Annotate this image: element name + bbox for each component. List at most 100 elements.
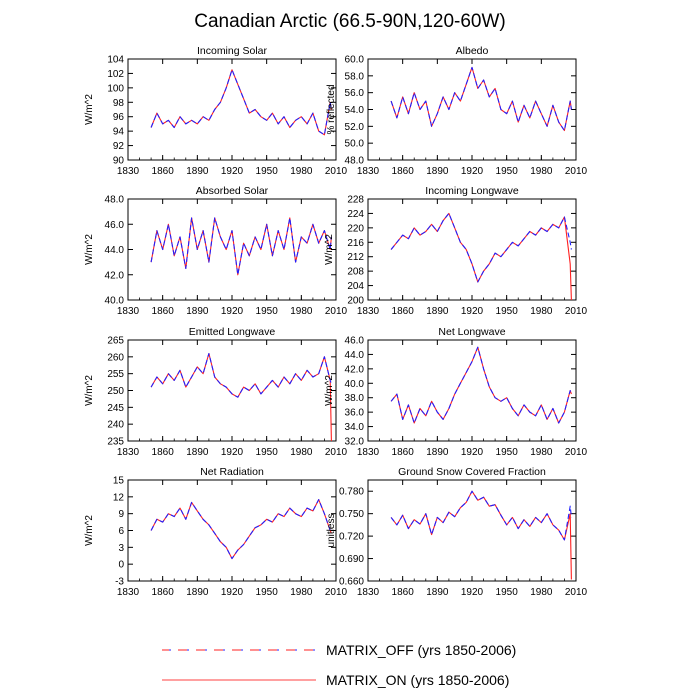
y-tick-label-5: 58.0 — [345, 71, 365, 82]
y-tick-label-3: 96 — [113, 112, 125, 123]
x-tick-label-1890: 1890 — [186, 166, 209, 177]
panel-title-net-radiation: Net Radiation — [200, 466, 264, 478]
series-line-matrix-off-yrs-1850-2006-net-longwave — [390, 346, 572, 424]
x-tick-label-1830: 1830 — [117, 587, 140, 598]
y-tick-label-5: 42.0 — [345, 364, 365, 375]
x-tick-label-1980: 1980 — [290, 587, 313, 598]
panel-net-radiation: Net Radiation 1830 1860 1890 1920 1950 1980 201… — [84, 466, 348, 598]
figure-title: Canadian Arctic (66.5-90N,120-60W) — [194, 11, 506, 32]
y-tick-label-6: 44.0 — [345, 350, 365, 361]
x-tick-label-1980: 1980 — [290, 166, 313, 177]
y-tick-label-0: 0.660 — [339, 577, 364, 588]
series-line-matrix-off-yrs-1850-2006-incoming-solar — [150, 69, 332, 136]
x-tick-label-2010: 2010 — [565, 306, 588, 317]
series-line-matrix-off-yrs-1850-2006-incoming-longwave — [390, 212, 572, 283]
x-tick-label-1890: 1890 — [186, 447, 209, 458]
panel-net-longwave: Net Longwave 1830 1860 1890 1920 1950 1980 2010… — [324, 326, 588, 458]
x-tick-label-2010: 2010 — [325, 587, 348, 598]
x-tick-label-1980: 1980 — [530, 166, 553, 177]
x-tick-label-1830: 1830 — [117, 166, 140, 177]
series-line-matrix-on-yrs-1850-2006-emitted-longwave — [150, 352, 332, 442]
x-tick-label-2010: 2010 — [325, 166, 348, 177]
panel-title-absorbed-solar: Absorbed Solar — [196, 185, 269, 197]
y-tick-label-6: 102 — [107, 69, 124, 80]
y-tick-label-1: 50.0 — [345, 139, 365, 150]
y-tick-label-2: 245 — [107, 403, 124, 414]
x-tick-label-1830: 1830 — [357, 306, 380, 317]
y-tick-label-7: 228 — [347, 195, 364, 206]
series-line-matrix-off-yrs-1850-2006-net-radiation — [150, 499, 332, 560]
x-tick-label-2010: 2010 — [565, 587, 588, 598]
legend-label-matrix-on: MATRIX_ON (yrs 1850-2006) — [326, 672, 509, 688]
y-axis-label-albedo: % reflected — [326, 84, 337, 134]
series-line-matrix-on-yrs-1850-2006-ground-snow-covered-fraction — [390, 490, 572, 580]
x-tick-label-1860: 1860 — [392, 587, 415, 598]
y-tick-label-0: 235 — [107, 437, 124, 448]
x-tick-label-1980: 1980 — [290, 447, 313, 458]
y-tick-label-3: 212 — [347, 252, 364, 263]
panel-incoming-longwave: Incoming Longwave 1830 1860 1890 1920 1950 198… — [324, 185, 588, 317]
y-tick-label-4: 98 — [113, 98, 125, 109]
y-tick-label-1: 34.0 — [345, 422, 365, 433]
y-tick-label-2: 52.0 — [345, 122, 365, 133]
y-axis-label-emitted-longwave: W/m^2 — [84, 375, 95, 406]
y-axis-label-incoming-longwave: W/m^2 — [324, 234, 335, 265]
y-tick-label-4: 56.0 — [345, 88, 365, 99]
x-tick-label-1920: 1920 — [221, 587, 244, 598]
y-tick-label-3: 0.750 — [339, 509, 364, 520]
x-tick-label-1920: 1920 — [461, 166, 484, 177]
x-tick-label-1890: 1890 — [426, 447, 449, 458]
x-tick-label-1890: 1890 — [426, 587, 449, 598]
x-tick-label-1920: 1920 — [461, 306, 484, 317]
y-tick-label-0: 90 — [113, 156, 125, 167]
y-axis-label-incoming-solar: W/m^2 — [84, 94, 95, 125]
y-tick-label-2: 0.720 — [339, 532, 364, 543]
y-tick-label-0: 32.0 — [345, 437, 365, 448]
legend-label-matrix-off: MATRIX_OFF (yrs 1850-2006) — [326, 642, 516, 658]
x-tick-label-1860: 1860 — [152, 447, 175, 458]
x-tick-label-2010: 2010 — [565, 447, 588, 458]
panel-frame-incoming-longwave — [367, 198, 577, 301]
x-tick-label-1860: 1860 — [392, 306, 415, 317]
x-tick-label-1920: 1920 — [461, 447, 484, 458]
x-tick-label-1920: 1920 — [461, 587, 484, 598]
x-tick-label-1890: 1890 — [186, 306, 209, 317]
series-line-matrix-on-yrs-1850-2006-net-radiation — [150, 499, 332, 560]
x-tick-label-1830: 1830 — [117, 306, 140, 317]
y-tick-label-1: 240 — [107, 420, 124, 431]
y-tick-label-3: 250 — [107, 386, 124, 397]
x-tick-label-1860: 1860 — [152, 306, 175, 317]
x-tick-label-1950: 1950 — [256, 306, 279, 317]
y-tick-label-6: 60.0 — [345, 55, 365, 66]
x-tick-label-1950: 1950 — [496, 587, 519, 598]
y-tick-label-6: 265 — [107, 336, 124, 347]
series-line-matrix-on-yrs-1850-2006-absorbed-solar — [150, 217, 332, 276]
x-tick-label-1980: 1980 — [530, 587, 553, 598]
x-tick-label-2010: 2010 — [325, 447, 348, 458]
y-tick-label-1: 0 — [118, 560, 124, 571]
panel-absorbed-solar: Absorbed Solar 1830 1860 1890 1920 1950 1980 20… — [84, 185, 348, 317]
y-axis-label-ground-snow-covered-fraction: unitless — [326, 514, 337, 548]
y-tick-label-1: 42.0 — [105, 270, 125, 281]
y-tick-label-5: 12 — [113, 492, 125, 503]
x-tick-label-1830: 1830 — [117, 447, 140, 458]
panel-title-net-longwave: Net Longwave — [438, 326, 505, 338]
y-tick-label-4: 0.780 — [339, 487, 364, 498]
x-tick-label-1860: 1860 — [392, 166, 415, 177]
series-line-matrix-on-yrs-1850-2006-net-longwave — [390, 346, 572, 424]
x-tick-label-1830: 1830 — [357, 587, 380, 598]
y-tick-label-3: 54.0 — [345, 105, 365, 116]
panel-frame-incoming-solar — [127, 58, 337, 161]
y-tick-label-3: 46.0 — [105, 220, 125, 231]
x-tick-label-1980: 1980 — [530, 447, 553, 458]
y-tick-label-4: 216 — [347, 238, 364, 249]
panel-emitted-longwave: Emitted Longwave 1830 1860 1890 1920 1950 1980… — [84, 326, 348, 458]
x-tick-label-1950: 1950 — [256, 587, 279, 598]
x-tick-label-1950: 1950 — [496, 166, 519, 177]
panel-frame-net-radiation — [127, 479, 337, 582]
y-tick-label-4: 40.0 — [345, 379, 365, 390]
y-tick-label-5: 260 — [107, 352, 124, 363]
panel-frame-emitted-longwave — [127, 339, 337, 442]
